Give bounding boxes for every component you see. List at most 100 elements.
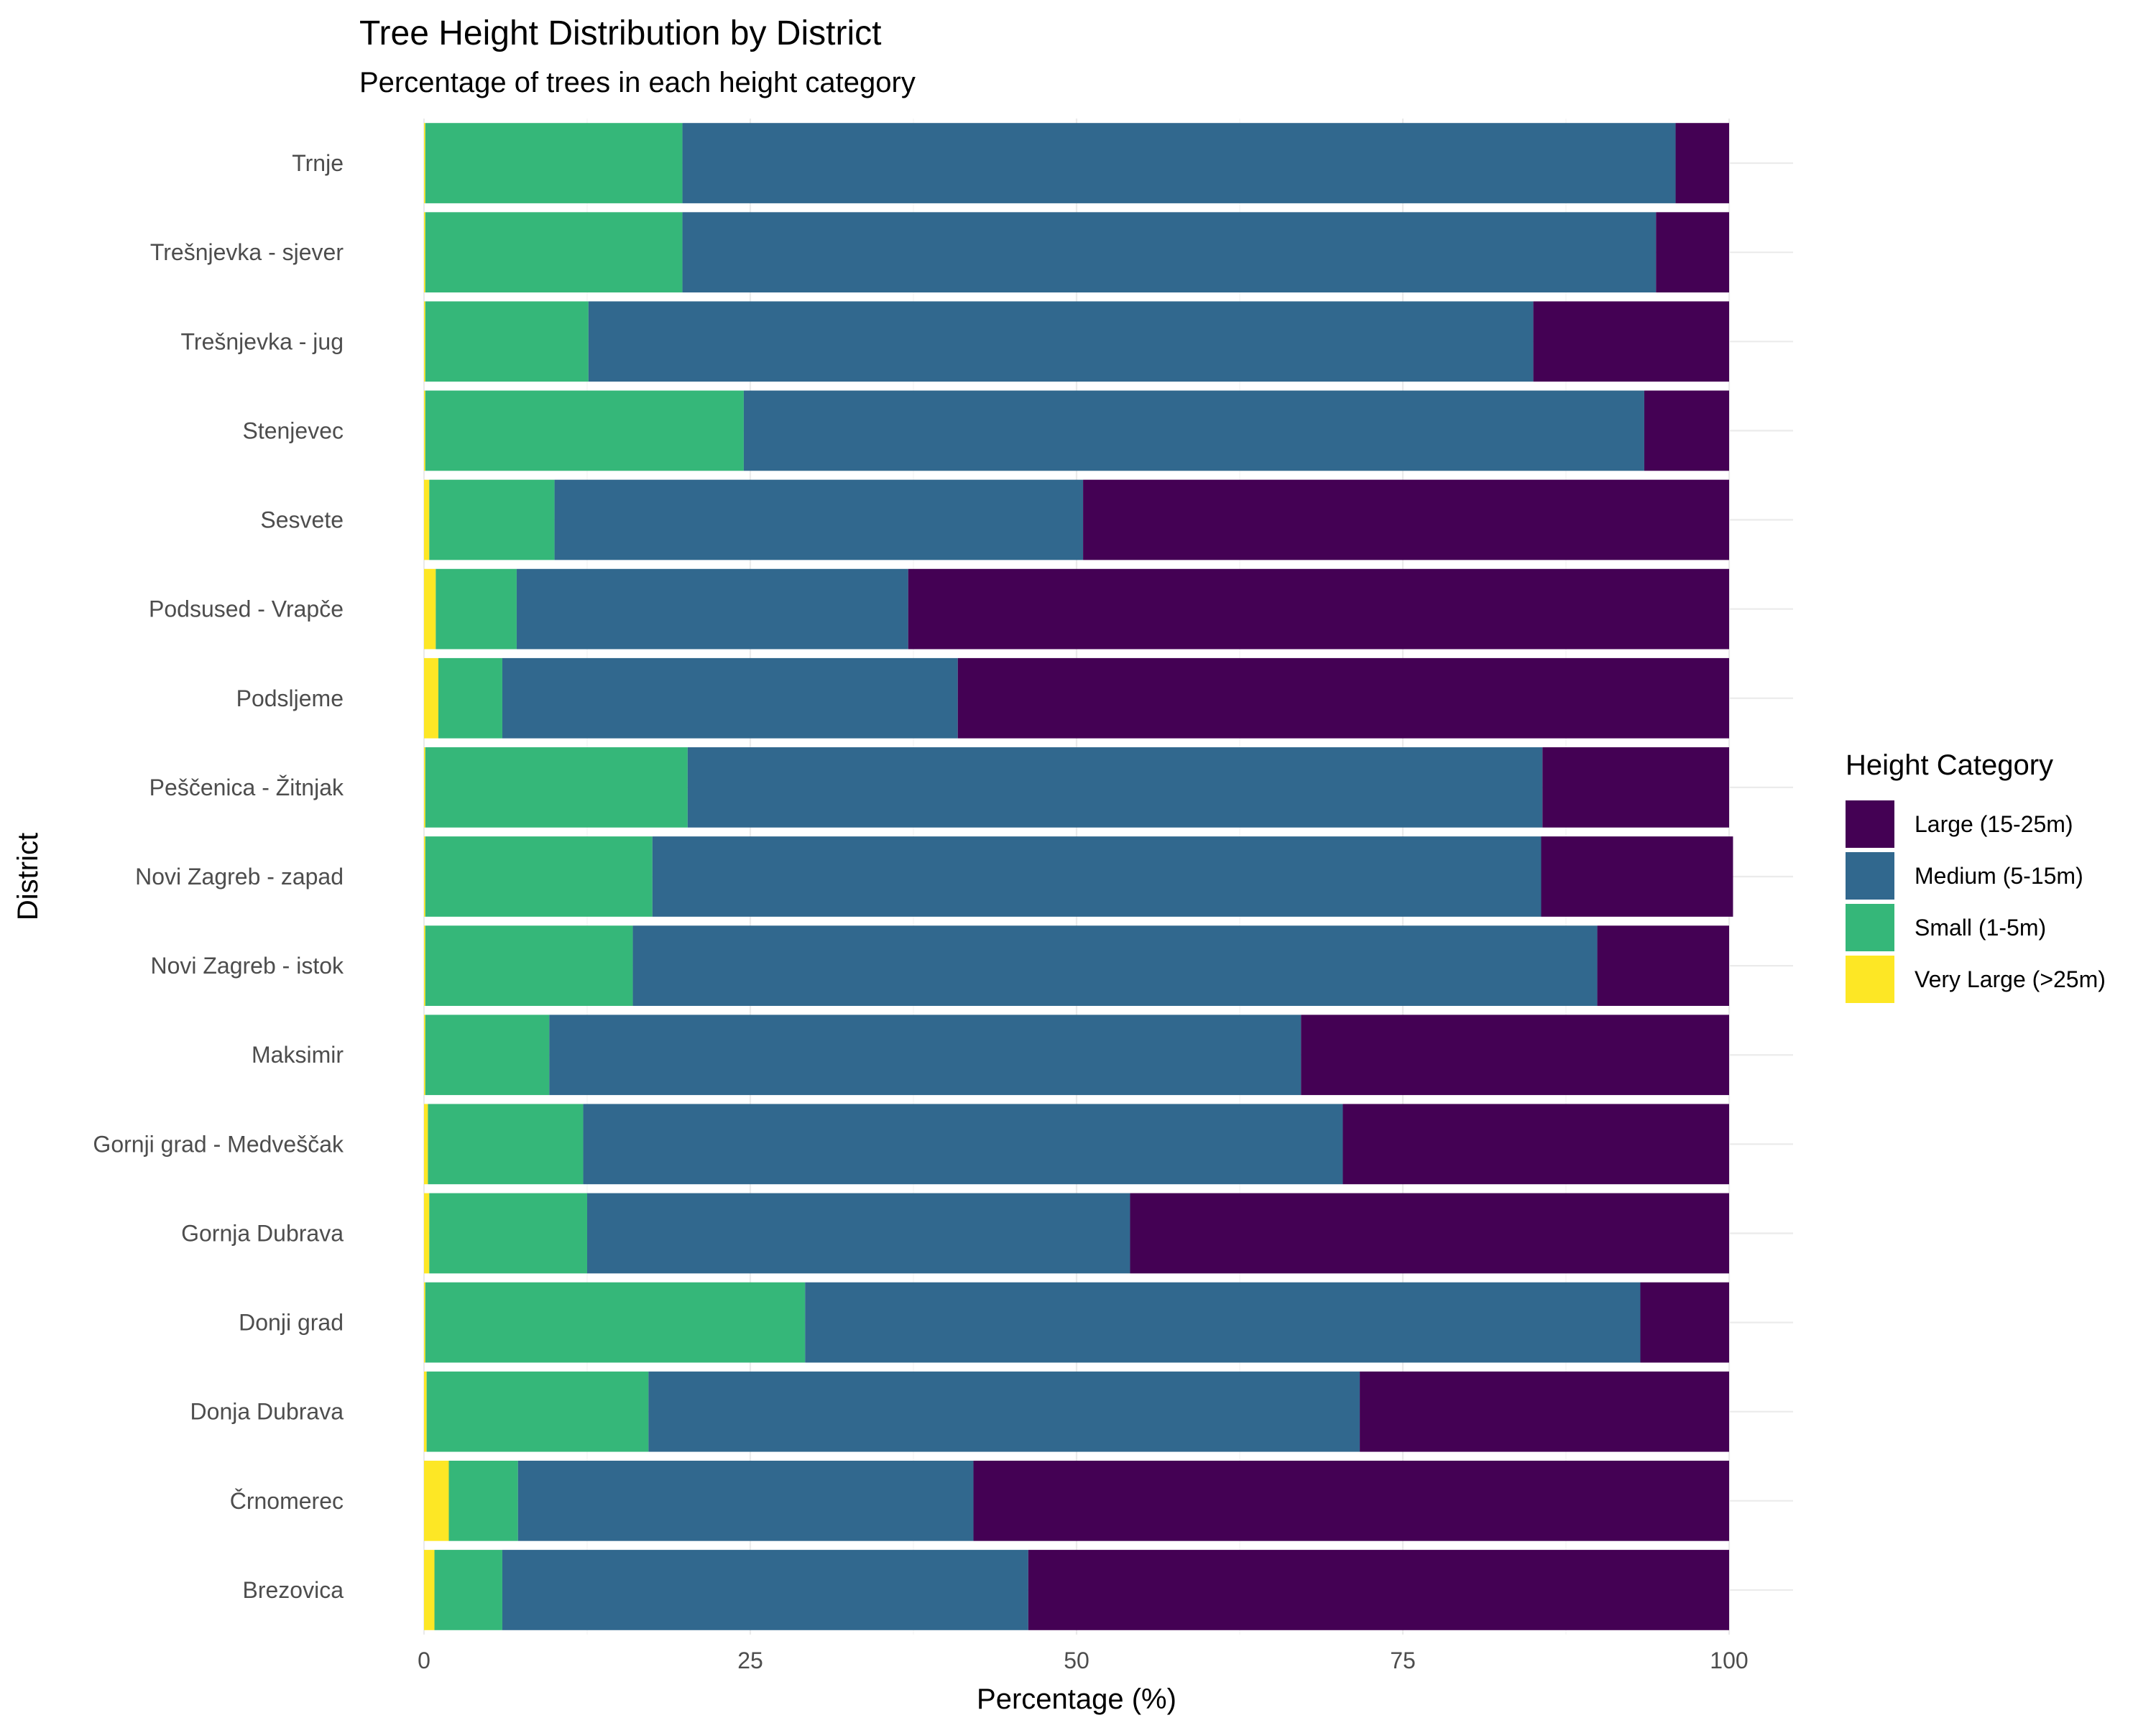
legend-swatch (1846, 852, 1894, 900)
bar-segment (424, 836, 425, 917)
x-tick-labels: 0 25 50 75 100 (418, 1648, 1749, 1673)
bar-segment (648, 1371, 1360, 1452)
bar-segment (1541, 836, 1733, 917)
y-tick-label: Donja Dubrava (190, 1399, 344, 1425)
bar-segment (429, 479, 555, 560)
y-tick-label: Peščenica - Žitnjak (149, 775, 344, 800)
legend: Height Category Large (15-25m) Medium (5-… (1846, 749, 2106, 1003)
bar-segment (424, 657, 438, 739)
legend-label: Large (15-25m) (1915, 811, 2073, 837)
bar-segment (424, 568, 436, 650)
bar-segment (424, 925, 425, 1006)
bar-segment (516, 568, 908, 650)
y-tick-label: Podsused - Vrapče (149, 596, 344, 622)
x-axis-title: Percentage (%) (977, 1683, 1176, 1715)
bar-segment (434, 1550, 502, 1630)
bars-layer (424, 123, 1733, 1630)
chart-title: Tree Height Distribution by District (359, 14, 881, 52)
bar-segment (426, 1371, 649, 1452)
x-tick-label: 50 (1064, 1648, 1089, 1673)
bar-segment (425, 212, 683, 293)
y-tick-label: Trešnjevka - jug (181, 328, 344, 354)
bar-segment (436, 568, 517, 650)
bar-segment (1301, 1015, 1729, 1096)
bar-segment (1028, 1550, 1729, 1630)
bar-segment (424, 1371, 427, 1452)
legend-label: Medium (5-15m) (1915, 863, 2083, 889)
x-tick-label: 75 (1390, 1648, 1416, 1673)
bar-segment (425, 747, 688, 828)
bar-segment (1130, 1193, 1729, 1274)
bar-segment (425, 1282, 806, 1363)
bar-segment (429, 1193, 587, 1274)
x-tick-label: 25 (737, 1648, 763, 1673)
bar-segment (632, 925, 1598, 1006)
y-tick-label: Novi Zagreb - zapad (135, 864, 344, 890)
bar-segment (424, 390, 425, 471)
bar-segment (1360, 1371, 1729, 1452)
bar-segment (1640, 1282, 1729, 1363)
bar-segment (425, 390, 744, 471)
bar-segment (424, 1104, 428, 1185)
chart-subtitle: Percentage of trees in each height categ… (359, 67, 916, 98)
y-tick-label: Sesvete (260, 507, 344, 533)
bar-segment (743, 390, 1644, 471)
y-tick-label: Gornja Dubrava (181, 1220, 344, 1246)
y-tick-label: Maksimir (252, 1042, 344, 1068)
bar-segment (424, 1460, 449, 1541)
y-tick-label: Trešnjevka - sjever (150, 239, 344, 265)
bar-segment (587, 1193, 1130, 1274)
bar-segment (425, 836, 653, 917)
bar-segment (1597, 925, 1729, 1006)
bar-segment (554, 479, 1084, 560)
bar-segment (588, 301, 1534, 382)
bar-segment (1675, 123, 1729, 203)
bar-segment (502, 1550, 1028, 1630)
legend-items: Large (15-25m) Medium (5-15m) Small (1-5m)… (1846, 800, 2106, 1003)
y-tick-label: Črnomerec (230, 1488, 344, 1514)
y-tick-label: Trnje (292, 150, 344, 176)
bar-segment (424, 747, 425, 828)
bar-segment (1542, 747, 1729, 828)
bar-segment (424, 1282, 425, 1363)
x-tick-label: 100 (1710, 1648, 1748, 1673)
bar-segment (517, 1460, 974, 1541)
bar-segment (549, 1015, 1302, 1096)
bar-segment (424, 212, 425, 293)
y-tick-labels: Trnje Trešnjevka - sjever Trešnjevka - jug… (93, 150, 344, 1603)
legend-swatch (1846, 904, 1894, 951)
y-tick-label: Gornji grad - Medveščak (93, 1131, 344, 1157)
legend-swatch (1846, 800, 1894, 848)
y-tick-label: Donji grad (239, 1310, 344, 1336)
bar-segment (908, 568, 1729, 650)
bar-segment (687, 747, 1543, 828)
x-tick-label: 0 (418, 1648, 430, 1673)
bar-segment (1656, 212, 1729, 293)
legend-label: Small (1-5m) (1915, 915, 2046, 941)
bar-segment (1342, 1104, 1729, 1185)
bar-segment (682, 212, 1657, 293)
bar-segment (583, 1104, 1343, 1185)
bar-segment (428, 1104, 584, 1185)
bar-segment (424, 1550, 435, 1630)
bar-segment (425, 301, 589, 382)
bar-segment (438, 657, 502, 739)
y-axis-title: District (12, 833, 44, 920)
bar-segment (1083, 479, 1729, 560)
bar-segment (425, 1015, 550, 1096)
bar-segment (424, 123, 425, 203)
bar-segment (1644, 390, 1729, 471)
bar-segment (652, 836, 1542, 917)
bar-segment (448, 1460, 518, 1541)
legend-title: Height Category (1846, 749, 2053, 781)
legend-label: Very Large (>25m) (1915, 966, 2106, 992)
y-tick-label: Stenjevec (242, 417, 344, 443)
bar-segment (682, 123, 1676, 203)
y-tick-label: Brezovica (243, 1577, 344, 1603)
bar-segment (957, 657, 1729, 739)
bar-segment (425, 925, 633, 1006)
bar-segment (973, 1460, 1729, 1541)
bar-segment (425, 123, 683, 203)
